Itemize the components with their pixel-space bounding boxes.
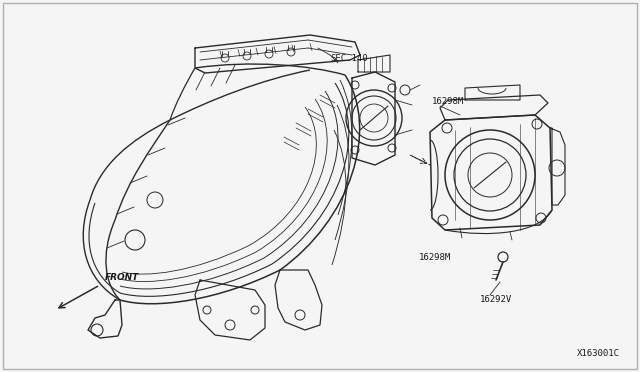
Text: 16292V: 16292V [480,295,512,304]
Text: 16298M: 16298M [419,253,451,262]
Text: X163001C: X163001C [577,349,620,358]
Text: SEC.140: SEC.140 [330,54,367,63]
Text: 16298M: 16298M [432,97,464,106]
Text: FRONT: FRONT [105,273,140,282]
